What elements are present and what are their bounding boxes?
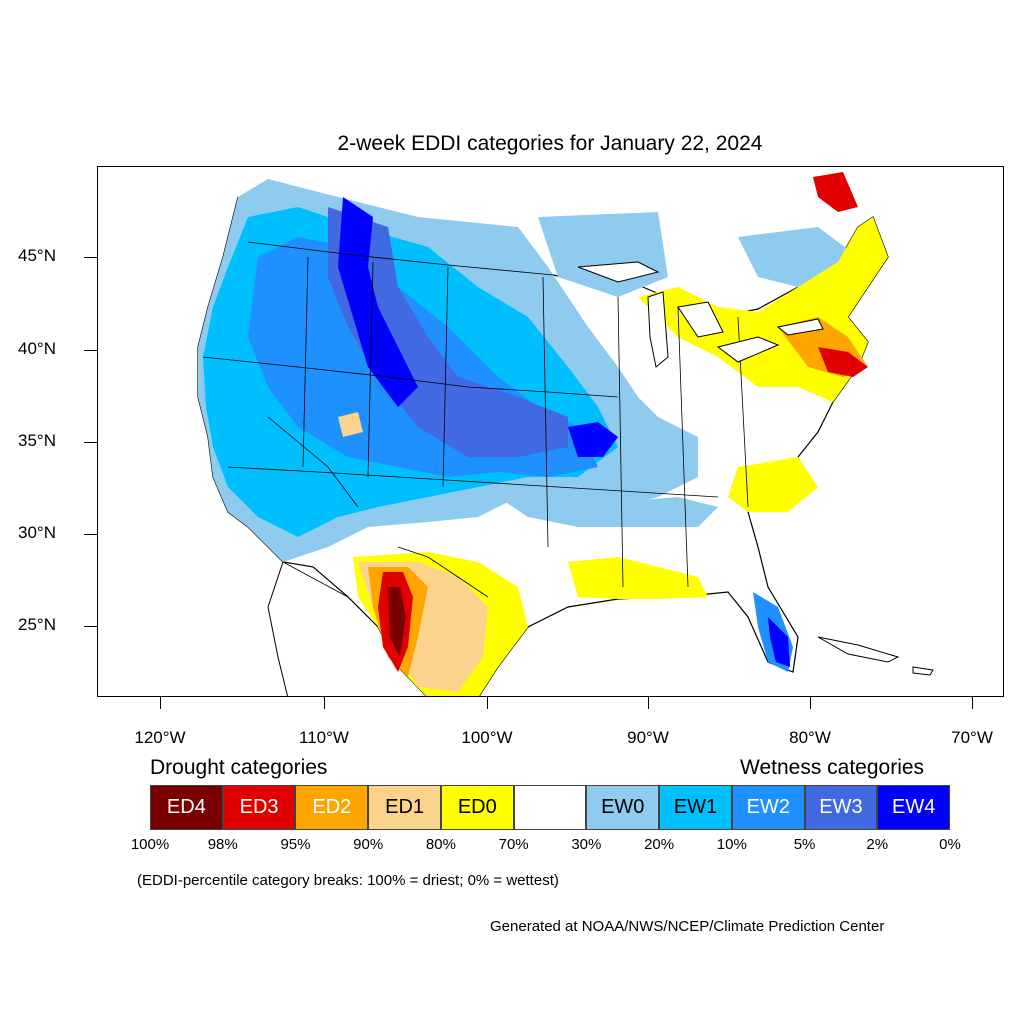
lat-tick-40: [84, 350, 97, 351]
lon-label-100: 100°W: [461, 728, 513, 747]
lon-label-90: 90°W: [627, 728, 669, 747]
dry-region-northeast-ed3: [818, 347, 868, 377]
percent-break-label: 80%: [425, 836, 456, 853]
percent-break-label: 70%: [498, 836, 529, 853]
drought-categories-heading: Drought categories: [150, 756, 328, 779]
percent-break-label: 10%: [716, 836, 747, 853]
lat-label-40: 40°N: [18, 339, 56, 358]
wetness-categories-heading: Wetness categories: [740, 756, 925, 779]
dry-region-maine-ed3: [813, 172, 858, 212]
dry-region-utah-ed1: [338, 412, 363, 437]
category-legend-bar: ED4 ED3 ED2 ED1 ED0 EW0 EW1 EW2 EW3 EW4: [150, 785, 951, 830]
lat-label-45: 45°N: [18, 246, 56, 265]
legend-box-ew3: EW3: [804, 785, 878, 830]
percent-break-label: 95%: [280, 836, 311, 853]
dry-region-gulf-ed0: [568, 557, 708, 599]
wet-region-florida-ew4: [768, 617, 790, 667]
caribbean-islands: [817, 636, 934, 676]
wet-region-missouri-ew4: [568, 422, 618, 457]
percent-break-label: 0%: [939, 836, 961, 853]
lon-label-70: 70°W: [951, 728, 993, 747]
state-boundaries: [202, 241, 749, 628]
legend-box-ed3: ED3: [222, 785, 296, 830]
wet-region-ew3: [328, 207, 568, 457]
legend-box-ed1: ED1: [368, 785, 441, 830]
lat-label-30: 30°N: [18, 523, 56, 542]
lat-label-25: 25°N: [18, 615, 56, 634]
legend-box-ed2: ED2: [295, 785, 369, 830]
lat-tick-45: [84, 257, 97, 258]
lon-tick-80: [810, 697, 811, 709]
conus-eddi-map: [197, 172, 934, 696]
legend-box-normal: [513, 785, 587, 830]
credit-line: Generated at NOAA/NWS/NCEP/Climate Predi…: [490, 918, 885, 935]
wet-region-ew4: [338, 197, 418, 407]
percent-break-label: 2%: [866, 836, 889, 853]
percent-break-label: 30%: [571, 836, 602, 853]
map-title: 2-week EDDI categories for January 22, 2…: [337, 132, 763, 155]
legend-box-ew1: EW1: [659, 785, 732, 830]
map-panel: [97, 166, 1004, 697]
wet-region-south-ew0: [498, 497, 718, 527]
dry-region-mexico-ed4: [388, 587, 406, 657]
great-lakes: [577, 261, 824, 368]
lat-tick-35: [84, 442, 97, 443]
legend-box-ew0: EW0: [586, 785, 660, 830]
percent-break-label: 98%: [207, 836, 238, 853]
lon-tick-70: [972, 697, 973, 709]
percent-break-label: 90%: [353, 836, 384, 853]
legend-box-ed4: ED4: [150, 785, 223, 830]
lat-label-35: 35°N: [18, 431, 56, 450]
legend-box-ew2: EW2: [731, 785, 805, 830]
lon-label-80: 80°W: [789, 728, 831, 747]
lon-label-120: 120°W: [134, 728, 186, 747]
lon-tick-120: [160, 697, 161, 709]
lon-tick-100: [487, 697, 488, 709]
lat-tick-25: [84, 626, 97, 627]
percent-break-label: 100%: [130, 836, 170, 853]
percent-break-label: 5%: [793, 836, 816, 853]
lon-label-110: 110°W: [299, 728, 349, 747]
percent-break-label: 20%: [644, 836, 675, 853]
lat-tick-30: [84, 534, 97, 535]
percentile-note: (EDDI-percentile category breaks: 100% =…: [137, 872, 559, 889]
legend-box-ew4: EW4: [877, 785, 951, 830]
lon-tick-90: [648, 697, 649, 709]
lon-tick-110: [324, 697, 325, 709]
dry-region-carolinas-ed0: [728, 457, 818, 512]
legend-box-ed0: ED0: [440, 785, 514, 830]
